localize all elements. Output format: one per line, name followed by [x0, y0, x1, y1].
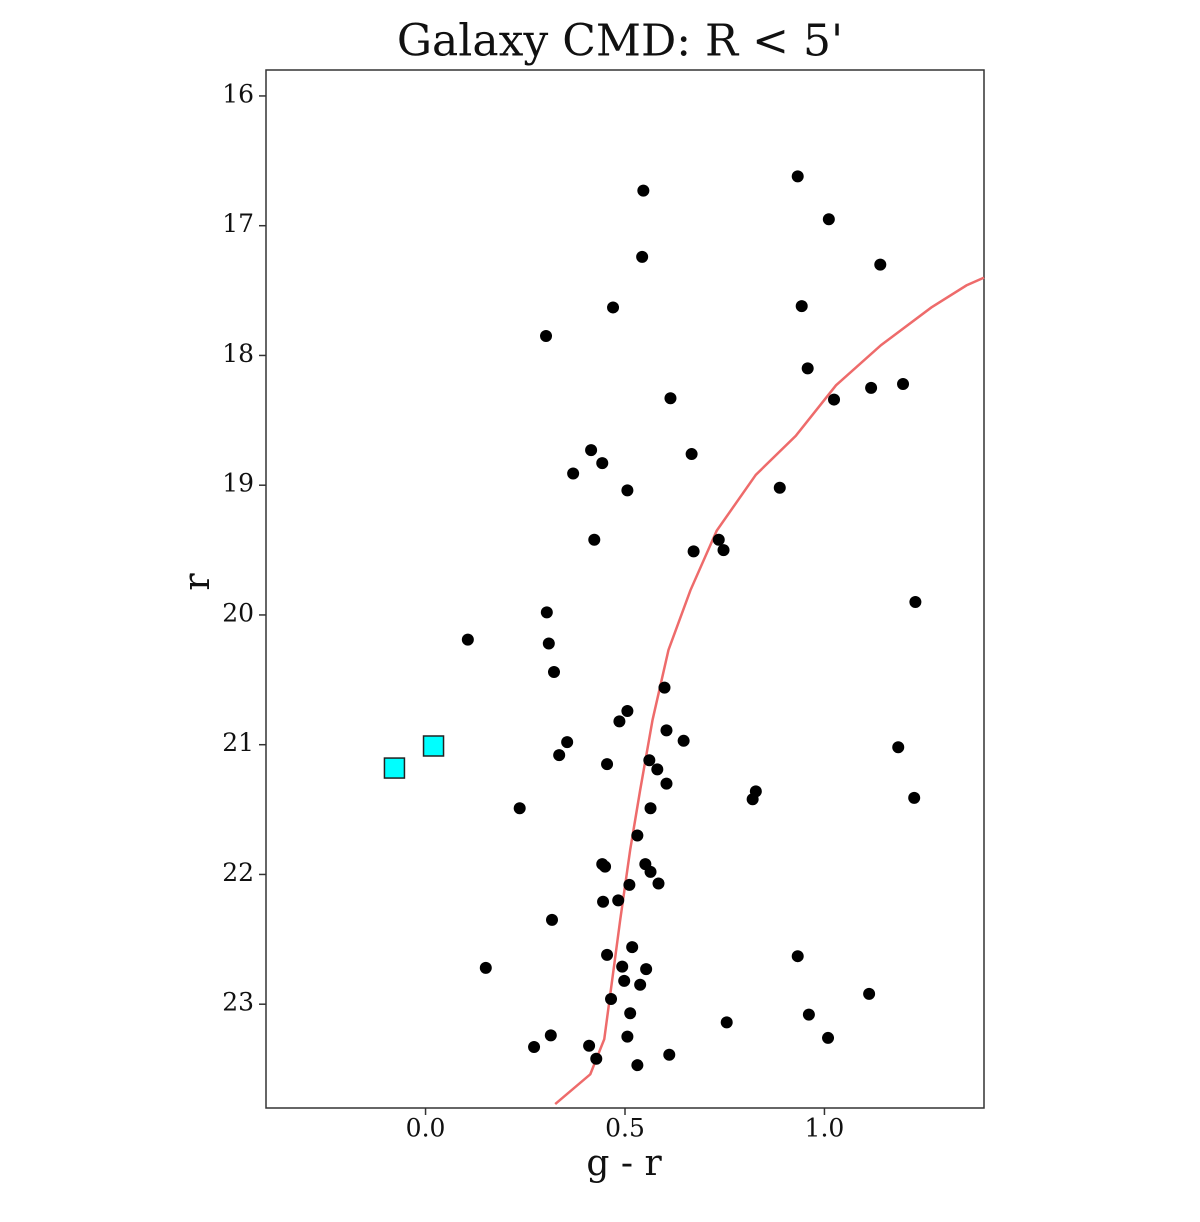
- point: [590, 1052, 603, 1065]
- point: [644, 865, 657, 878]
- y-tick-label: 18: [222, 339, 254, 368]
- point: [607, 301, 620, 314]
- point: [605, 993, 618, 1006]
- point: [664, 392, 677, 405]
- point: [542, 637, 555, 650]
- point: [601, 948, 614, 961]
- point: [553, 749, 566, 762]
- point: [621, 484, 634, 497]
- point: [540, 606, 553, 619]
- x-axis-label: g - r: [586, 1143, 662, 1184]
- point: [618, 974, 631, 987]
- point: [640, 963, 653, 976]
- y-tick-label: 21: [222, 728, 254, 757]
- square-point: [422, 735, 445, 757]
- point: [660, 777, 673, 790]
- point: [712, 533, 725, 546]
- point: [631, 1059, 644, 1072]
- y-tick-label: 20: [222, 598, 254, 627]
- point: [791, 170, 804, 183]
- isochrone-line: [554, 276, 985, 1106]
- point: [865, 381, 878, 394]
- point: [567, 467, 580, 480]
- point: [822, 213, 835, 226]
- point: [621, 704, 634, 717]
- point: [588, 533, 601, 546]
- point: [651, 763, 664, 776]
- point: [660, 724, 673, 737]
- x-tick-label: 0.0: [406, 1114, 446, 1143]
- point: [546, 913, 559, 926]
- point: [616, 960, 629, 973]
- point: [596, 457, 609, 470]
- y-axis-label: r: [177, 573, 218, 591]
- point: [746, 793, 759, 806]
- point: [561, 736, 574, 749]
- point: [773, 481, 786, 494]
- x-tick-label: 0.5: [605, 1114, 645, 1143]
- point: [631, 829, 644, 842]
- point: [513, 802, 526, 815]
- point: [863, 987, 876, 1000]
- point: [621, 1030, 634, 1043]
- point: [677, 734, 690, 747]
- point: [634, 978, 647, 991]
- point: [795, 300, 808, 313]
- point: [597, 895, 610, 908]
- point: [909, 595, 922, 608]
- point: [643, 754, 656, 767]
- point: [897, 377, 910, 390]
- point: [828, 393, 841, 406]
- point: [717, 544, 730, 557]
- y-tick-label: 19: [222, 469, 254, 498]
- point: [623, 878, 636, 891]
- point: [612, 894, 625, 907]
- point: [892, 741, 905, 754]
- point: [822, 1031, 835, 1044]
- y-tick-label: 22: [222, 858, 254, 887]
- point: [636, 250, 649, 263]
- plot-frame: [265, 69, 985, 1109]
- y-tick-label: 16: [222, 79, 254, 108]
- x-tick-label: 1.0: [805, 1114, 845, 1143]
- point: [585, 444, 598, 457]
- point: [663, 1048, 676, 1061]
- point: [652, 877, 665, 890]
- point: [720, 1016, 733, 1029]
- y-tick-label: 23: [222, 988, 254, 1017]
- point: [685, 448, 698, 461]
- point: [479, 961, 492, 974]
- point: [658, 681, 671, 694]
- point: [461, 633, 474, 646]
- point: [528, 1041, 541, 1054]
- point: [624, 1007, 637, 1020]
- point: [544, 1029, 557, 1042]
- point: [874, 258, 887, 271]
- point: [540, 329, 553, 342]
- y-tick-label: 17: [222, 209, 254, 238]
- point: [637, 184, 650, 197]
- point: [644, 802, 657, 815]
- point: [908, 791, 921, 804]
- point: [583, 1039, 596, 1052]
- point: [687, 545, 700, 558]
- point: [547, 666, 560, 679]
- point: [613, 715, 626, 728]
- point: [791, 950, 804, 963]
- chart-title: Galaxy CMD: R < 5': [397, 16, 843, 67]
- point: [599, 860, 612, 873]
- point: [626, 941, 639, 954]
- point: [801, 362, 814, 375]
- point: [802, 1008, 815, 1021]
- square-point: [383, 757, 406, 779]
- point: [601, 758, 614, 771]
